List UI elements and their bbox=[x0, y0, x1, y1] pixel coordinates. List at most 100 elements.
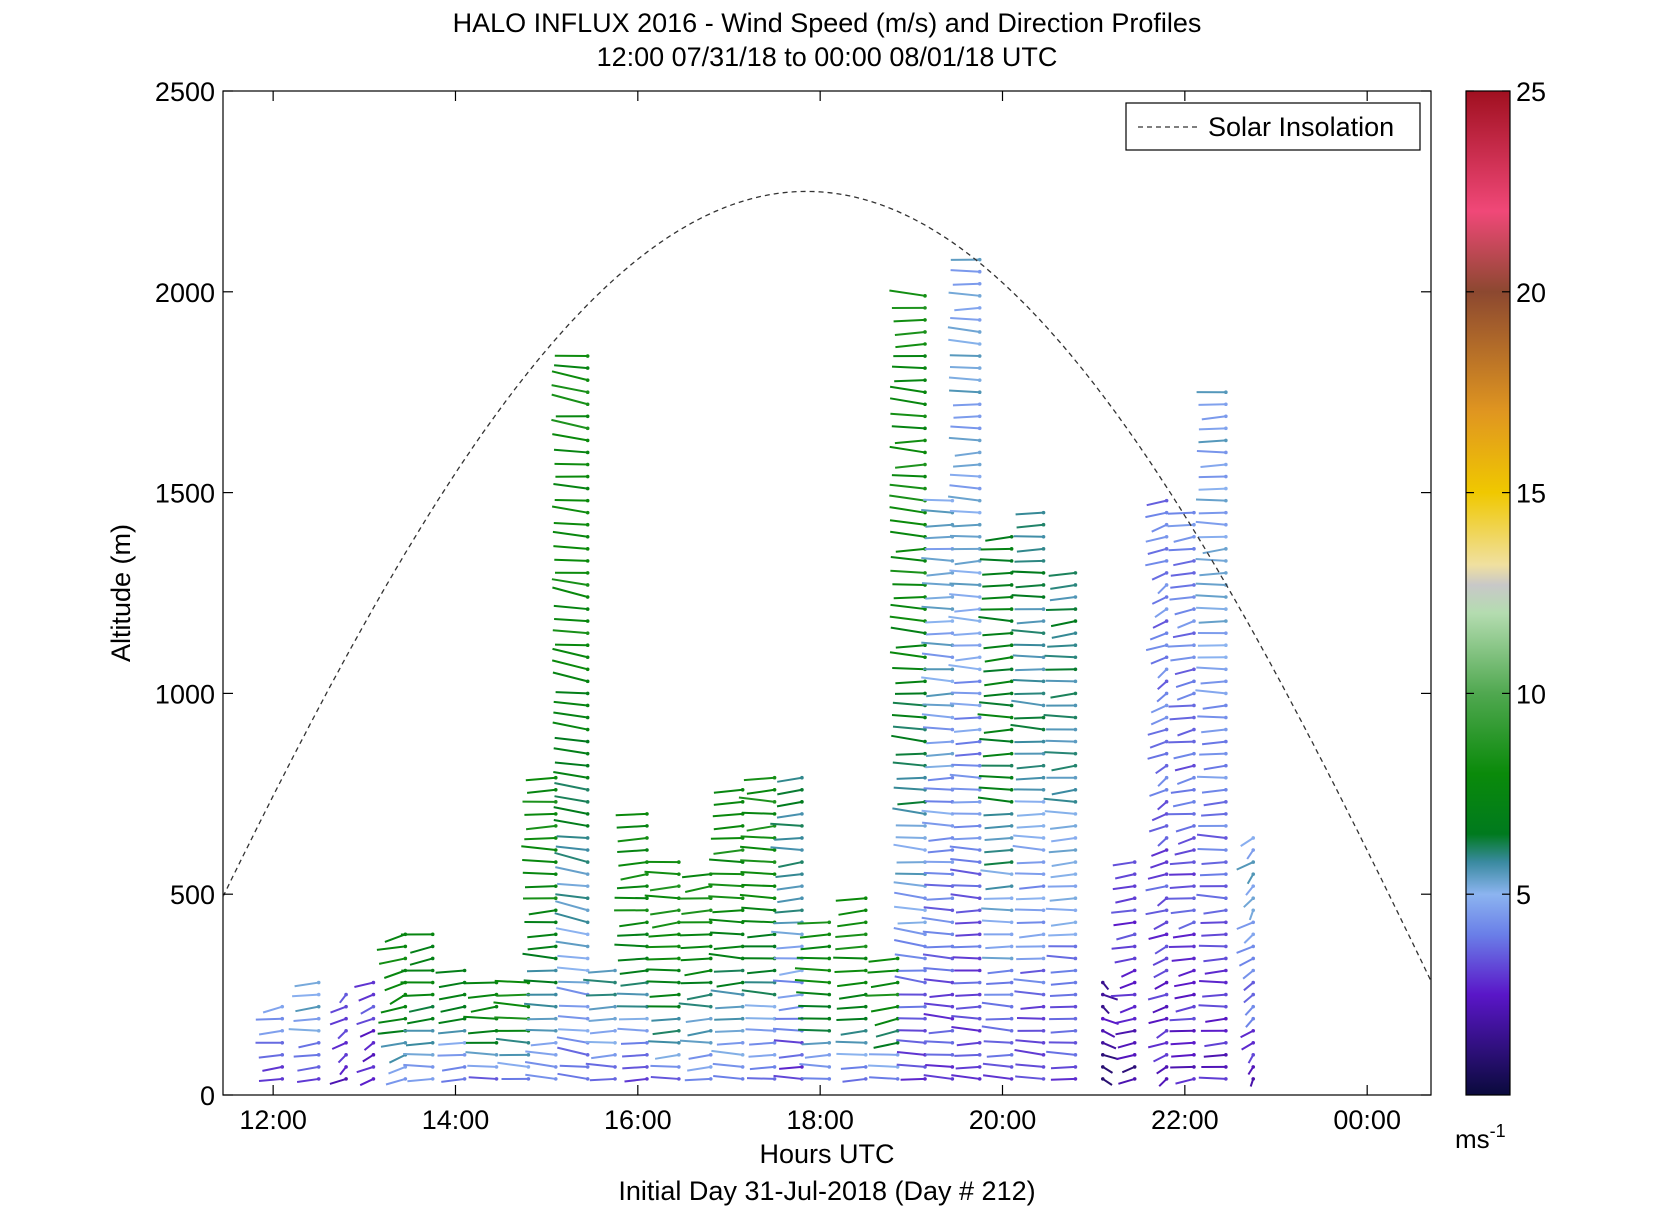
wind-vector-base bbox=[553, 920, 558, 925]
wind-vector bbox=[980, 547, 1012, 551]
wind-vector bbox=[892, 761, 926, 767]
wind-vector bbox=[494, 1016, 529, 1020]
wind-vector bbox=[1203, 764, 1227, 771]
wind-vector-base bbox=[1073, 703, 1078, 708]
wind-vector bbox=[779, 1065, 803, 1070]
wind-vector bbox=[948, 338, 980, 345]
wind-vector bbox=[836, 1005, 866, 1010]
wind-vector bbox=[1014, 716, 1044, 720]
wind-vector-base bbox=[950, 1040, 955, 1045]
wind-vector-base bbox=[553, 1053, 558, 1057]
wind-vector bbox=[1145, 511, 1167, 519]
wind-vector bbox=[837, 981, 866, 988]
wind-vector bbox=[777, 993, 803, 999]
wind-vector bbox=[1050, 620, 1076, 628]
wind-vector-base bbox=[553, 884, 558, 888]
wind-vector bbox=[893, 939, 926, 948]
wind-vector-base bbox=[1009, 763, 1014, 768]
wind-vector-base bbox=[1164, 534, 1169, 539]
wind-vector-base bbox=[740, 824, 745, 828]
wind-vector-base bbox=[585, 1016, 590, 1021]
wind-vector-base bbox=[553, 932, 558, 937]
wind-vector bbox=[897, 800, 926, 806]
wind-vector-base bbox=[800, 824, 804, 828]
wind-vector bbox=[1151, 849, 1167, 857]
wind-vector-base bbox=[585, 619, 590, 623]
wind-vector-base bbox=[772, 1077, 777, 1081]
x-axis-sublabel: Initial Day 31-Jul-2018 (Day # 212) bbox=[618, 1176, 1035, 1206]
wind-vector-base bbox=[1224, 992, 1228, 997]
wind-vector bbox=[923, 1013, 953, 1020]
wind-vector-base bbox=[1192, 607, 1196, 611]
wind-vector-base bbox=[1192, 896, 1196, 901]
wind-vector-base bbox=[1009, 884, 1014, 888]
wind-vector-base bbox=[585, 402, 590, 407]
wind-vector-base bbox=[344, 1028, 348, 1033]
wind-vector-base bbox=[977, 787, 982, 792]
wind-vector bbox=[463, 1015, 497, 1020]
wind-vector-base bbox=[950, 824, 955, 828]
colorbar-unit-exponent: -1 bbox=[1490, 1121, 1506, 1141]
wind-vector-base bbox=[1009, 607, 1014, 611]
wind-vector bbox=[652, 921, 680, 929]
wind-vector-base bbox=[740, 787, 745, 792]
wind-vector bbox=[258, 1053, 283, 1059]
wind-vector bbox=[1195, 582, 1226, 586]
wind-vector bbox=[929, 993, 953, 998]
wind-vector bbox=[951, 763, 980, 767]
wind-vector-base bbox=[1009, 643, 1014, 648]
wind-vector-base bbox=[772, 908, 777, 913]
wind-vector-base bbox=[977, 366, 982, 370]
wind-vector-base bbox=[1164, 679, 1169, 684]
wind-vector bbox=[554, 618, 588, 623]
wind-vector bbox=[953, 981, 980, 985]
wind-vector-base bbox=[977, 534, 982, 539]
wind-vector-base bbox=[462, 1028, 467, 1033]
wind-vector-base bbox=[977, 667, 982, 672]
wind-vector bbox=[923, 978, 953, 984]
wind-vector-base bbox=[344, 1077, 348, 1081]
wind-vector bbox=[1048, 571, 1076, 577]
wind-vector-base bbox=[1073, 968, 1078, 973]
wind-vector-base bbox=[708, 908, 713, 913]
wind-vector bbox=[555, 845, 588, 852]
wind-vector-base bbox=[923, 510, 927, 515]
wind-vector bbox=[647, 957, 679, 961]
wind-vector-base bbox=[740, 1077, 745, 1081]
wind-vector bbox=[982, 1074, 1012, 1080]
wind-vector-base bbox=[585, 462, 590, 467]
wind-vector bbox=[894, 692, 926, 695]
wind-vector-base bbox=[1041, 571, 1046, 575]
wind-vector-base bbox=[1224, 438, 1228, 443]
wind-vector-base bbox=[280, 1053, 285, 1057]
wind-vector-base bbox=[1041, 547, 1046, 551]
wind-vector bbox=[622, 1065, 648, 1070]
wind-vector-base bbox=[1041, 655, 1046, 660]
wind-vector-base bbox=[800, 775, 804, 780]
wind-vector-base bbox=[1192, 920, 1196, 925]
wind-vector-base bbox=[1224, 787, 1228, 792]
wind-vector bbox=[496, 993, 529, 997]
wind-vector bbox=[891, 734, 926, 743]
wind-vector-base bbox=[1192, 631, 1196, 635]
wind-vector-base bbox=[585, 739, 590, 744]
wind-vector-base bbox=[1192, 1028, 1196, 1033]
wind-vector-base bbox=[526, 1077, 531, 1081]
wind-vector bbox=[977, 713, 1012, 719]
wind-vector-base bbox=[1009, 824, 1014, 828]
wind-vector-base bbox=[1132, 968, 1137, 973]
wind-vector bbox=[949, 366, 980, 370]
wind-vector-base bbox=[863, 956, 868, 961]
wind-vector bbox=[262, 1005, 283, 1014]
wind-vector bbox=[1051, 764, 1076, 772]
wind-vector bbox=[891, 714, 926, 719]
wind-vector-base bbox=[1009, 583, 1014, 587]
wind-vector-base bbox=[827, 1016, 832, 1021]
wind-vector bbox=[835, 897, 866, 902]
wind-vector bbox=[1016, 921, 1044, 924]
x-tick-label: 20:00 bbox=[969, 1105, 1037, 1135]
wind-vector bbox=[296, 1077, 319, 1083]
wind-vector-base bbox=[1164, 787, 1169, 792]
wind-vector-base bbox=[977, 281, 982, 286]
wind-vector bbox=[1016, 861, 1044, 865]
